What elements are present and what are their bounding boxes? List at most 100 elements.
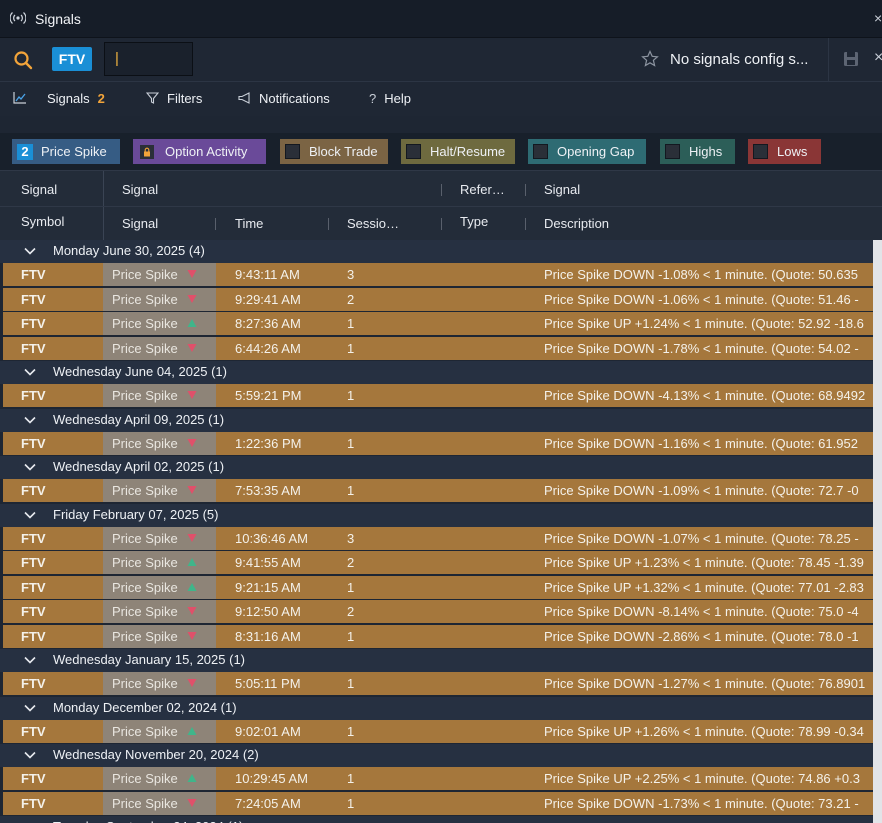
checkbox[interactable]: [753, 144, 768, 159]
clear-icon[interactable]: ×: [874, 49, 882, 66]
checkbox[interactable]: [665, 144, 680, 159]
tab-signals-label: Signals: [47, 90, 90, 106]
header-type[interactable]: Type: [460, 214, 489, 229]
chevron-down-icon[interactable]: [24, 511, 36, 520]
resize-handle[interactable]: [441, 218, 442, 230]
time-cell: 7:24:05 AM: [235, 795, 301, 811]
symbol-cell: FTV: [21, 316, 46, 331]
header-description[interactable]: Description: [544, 216, 610, 231]
signal-cell: Price Spike: [103, 600, 216, 623]
table-row[interactable]: FTV Price Spike 5:05:11 PM 1 Price Spike DOW…: [3, 672, 873, 696]
date-group-header[interactable]: Monday June 30, 2025 (4): [0, 240, 873, 263]
arrow-up-icon: [187, 558, 197, 566]
resize-handle[interactable]: [525, 218, 526, 230]
session-cell: 3: [347, 267, 355, 282]
tab-signals[interactable]: Signals 2: [13, 82, 105, 114]
signal-name: Price Spike: [112, 530, 178, 546]
signal-cell: Price Spike: [103, 791, 216, 815]
table-row[interactable]: FTV Price Spike 8:31:16 AM 1 Price Spike DOW…: [3, 624, 873, 649]
date-group-header[interactable]: Wednesday April 02, 2025 (1): [0, 456, 873, 479]
time-cell: 8:31:16 AM: [235, 628, 301, 644]
table-row[interactable]: FTV Price Spike 1:22:36 PM 1 Price Spike DOW…: [3, 431, 873, 456]
search-icon[interactable]: [13, 50, 33, 70]
arrow-up-icon: [187, 582, 197, 591]
description-cell: Price Spike DOWN -8.14% < 1 minute. (Quo…: [544, 604, 859, 619]
filter-label: Option Activity: [165, 144, 248, 159]
date-group-header[interactable]: Tuesday September 24, 2024 (1): [0, 816, 873, 823]
tab-help[interactable]: ? Help: [369, 82, 411, 114]
arrow-down-icon: [187, 679, 197, 687]
table-row[interactable]: FTV Price Spike 9:12:50 AM 2 Price Spike DOW…: [3, 600, 873, 624]
filter-block-trade[interactable]: Block Trade: [280, 139, 388, 164]
filter-price-spike[interactable]: 2 Price Spike: [12, 139, 120, 164]
vertical-scrollbar[interactable]: [873, 240, 882, 823]
checkbox[interactable]: [533, 144, 548, 159]
date-group-header[interactable]: Friday February 07, 2025 (5): [0, 503, 873, 527]
header-time[interactable]: Time: [235, 216, 264, 231]
session-cell: 1: [347, 579, 355, 595]
table-row[interactable]: FTV Price Spike 7:24:05 AM 1 Price Spike DOW…: [3, 791, 873, 816]
table-row[interactable]: FTV Price Spike 10:36:46 AM 3 Price Spike DO…: [3, 526, 873, 551]
tab-filters[interactable]: Filters: [146, 82, 202, 114]
resize-handle[interactable]: [328, 218, 329, 230]
date-group-header[interactable]: Wednesday November 20, 2024 (2): [0, 744, 873, 767]
date-group-header[interactable]: Wednesday April 09, 2025 (1): [0, 408, 873, 432]
tab-notifications[interactable]: Notifications: [238, 82, 330, 114]
time-cell: 5:05:11 PM: [235, 676, 301, 691]
toolbar: FTV | No signals config s... ×: [0, 38, 882, 82]
lock-icon: [140, 144, 154, 159]
star-icon[interactable]: [641, 50, 659, 68]
save-icon[interactable]: [842, 50, 860, 68]
table-row[interactable]: FTV Price Spike 5:59:21 PM 1 Price Spike DOW…: [3, 384, 873, 408]
time-cell: 7:53:35 AM: [235, 483, 301, 498]
signal-type-filters: 2 Price Spike Option Activity Block Trad…: [0, 133, 882, 170]
tab-help-label: Help: [384, 90, 411, 106]
checkbox[interactable]: [285, 144, 300, 159]
signals-config-label[interactable]: No signals config s...: [670, 51, 809, 68]
table-row[interactable]: FTV Price Spike 9:29:41 AM 2 Price Spike DOW…: [3, 287, 873, 312]
chevron-down-icon[interactable]: [24, 247, 36, 256]
table-row[interactable]: FTV Price Spike 9:43:11 AM 3 Price Spike DOW…: [3, 263, 873, 287]
signal-cell: Price Spike: [103, 767, 216, 790]
checkbox[interactable]: [406, 144, 421, 159]
resize-handle[interactable]: [215, 218, 216, 230]
filter-opening-gap[interactable]: Opening Gap: [528, 139, 646, 164]
header-symbol[interactable]: Symbol: [21, 214, 65, 229]
symbol-cell: FTV: [21, 555, 46, 570]
filter-highs[interactable]: Highs: [660, 139, 735, 164]
table-row[interactable]: FTV Price Spike 7:53:35 AM 1 Price Spike DOW…: [3, 479, 873, 503]
symbol-chip[interactable]: FTV: [52, 47, 92, 71]
chevron-down-icon[interactable]: [24, 416, 36, 425]
header-session[interactable]: Sessio…: [347, 216, 400, 231]
symbol-input[interactable]: |: [104, 42, 193, 76]
resize-handle[interactable]: [525, 184, 526, 196]
arrow-down-icon: [187, 270, 197, 278]
date-group-label: Friday February 07, 2025 (5): [53, 506, 219, 522]
tab-notifications-label: Notifications: [259, 90, 330, 106]
resize-handle[interactable]: [441, 184, 442, 196]
table-row[interactable]: FTV Price Spike 9:41:55 AM 2 Price Spike UP …: [3, 551, 873, 575]
filter-halt-resume[interactable]: Halt/Resume: [401, 139, 515, 164]
filter-label: Halt/Resume: [430, 144, 506, 159]
chevron-down-icon[interactable]: [24, 656, 36, 665]
window-close-icon[interactable]: ×: [874, 10, 882, 26]
chevron-down-icon[interactable]: [24, 463, 36, 472]
table-row[interactable]: FTV Price Spike 9:21:15 AM 1 Price Spike UP …: [3, 575, 873, 600]
filter-lows[interactable]: Lows: [748, 139, 821, 164]
chevron-down-icon[interactable]: [24, 368, 36, 377]
table-row[interactable]: FTV Price Spike 8:27:36 AM 1 Price Spike UP …: [3, 312, 873, 336]
chevron-down-icon[interactable]: [24, 751, 36, 760]
date-group-label: Wednesday June 04, 2025 (1): [53, 364, 227, 379]
chevron-down-icon[interactable]: [24, 704, 36, 713]
table-row[interactable]: FTV Price Spike 6:44:26 AM 1 Price Spike DOW…: [3, 336, 873, 361]
date-group-header[interactable]: Monday December 02, 2024 (1): [0, 696, 873, 720]
filter-option-activity[interactable]: Option Activity: [133, 139, 266, 164]
arrow-down-icon: [187, 607, 197, 615]
date-group-header[interactable]: Wednesday June 04, 2025 (1): [0, 361, 873, 384]
signal-cell: Price Spike: [103, 336, 216, 360]
header-signal[interactable]: Signal: [122, 216, 159, 231]
table-row[interactable]: FTV Price Spike 10:29:45 AM 1 Price Spike UP…: [3, 767, 873, 791]
table-row[interactable]: FTV Price Spike 9:02:01 AM 1 Price Spike UP …: [3, 719, 873, 744]
line-chart-icon: [13, 92, 26, 104]
date-group-header[interactable]: Wednesday January 15, 2025 (1): [0, 649, 873, 672]
